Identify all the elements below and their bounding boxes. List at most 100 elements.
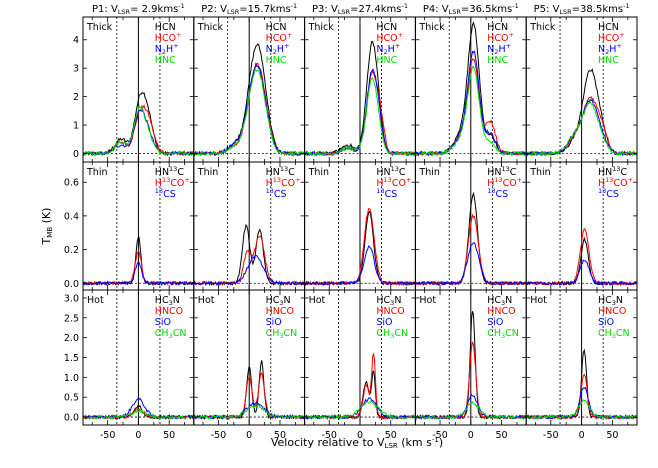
legend-entry-1: HC3N xyxy=(266,295,291,307)
legend-mid: H xyxy=(388,44,395,55)
legend-pre: SiO xyxy=(598,317,614,328)
x-tick-label: 50 xyxy=(163,430,175,441)
legend-mid: N xyxy=(173,295,180,306)
column-title-sub: LSR xyxy=(338,8,351,16)
legend-pre: SiO xyxy=(487,317,503,328)
legend-mid: H xyxy=(166,44,173,55)
legend-entry-2: HCO+ xyxy=(598,31,625,44)
y-tick-label: 4 xyxy=(73,35,79,46)
legend-pre: HNCO xyxy=(598,306,626,317)
y-tick-label: 0.5 xyxy=(64,393,79,404)
legend-sup2: + xyxy=(628,176,633,184)
legend-sup: 13 xyxy=(384,176,392,184)
legend-entry-1: HN13C xyxy=(487,165,517,178)
legend-post: CO xyxy=(281,178,295,189)
y-tick-label: 0.6 xyxy=(64,178,79,189)
legend-entry-3: SiO xyxy=(155,317,171,328)
legend-sub: 3 xyxy=(169,299,173,307)
legend-pre: HC xyxy=(266,295,280,306)
column-title-label: P2: V xyxy=(201,4,227,15)
legend-post: C xyxy=(510,167,517,178)
column-title-label: P5: V xyxy=(534,4,560,15)
legend-sup2: + xyxy=(517,176,522,184)
y-axis-label: TMB (K) xyxy=(40,208,54,246)
legend-mid: CN xyxy=(616,328,630,339)
legend-post: C xyxy=(288,167,295,178)
legend-sup: + xyxy=(508,31,513,39)
column-title-2: P2: VLSR=15.7kms-1 xyxy=(201,2,297,16)
legend-sup: 13 xyxy=(155,187,163,195)
spectrum-line-3 xyxy=(82,261,194,287)
legend-mid: H xyxy=(498,44,505,55)
legend-entry-1: HCN xyxy=(266,22,287,33)
legend-pre: HNCO xyxy=(155,306,183,317)
legend-pre: SiO xyxy=(376,317,392,328)
legend-pre: CH xyxy=(376,328,390,339)
spectrum-line-4 xyxy=(193,68,305,157)
row-label: Thin xyxy=(86,167,107,178)
legend-sup: + xyxy=(398,31,403,39)
column-title-sub: LSR xyxy=(118,8,131,16)
legend-pre: HN xyxy=(266,167,280,178)
x-axis-label-sub: LSR xyxy=(385,442,398,450)
panel-grid: P1: VLSR= 2.9kms-1 P2: VLSR=15.7kms-1 P3: … xyxy=(64,2,638,441)
spectrum-line-4 xyxy=(304,77,416,157)
column-title-value: =15.7kms xyxy=(239,4,290,15)
legend-sup: + xyxy=(506,42,511,50)
legend-entry-2: H13CO+ xyxy=(598,176,633,189)
legend-pre: HNCO xyxy=(376,306,404,317)
row-label: Thin xyxy=(529,167,550,178)
legend-mid: CN xyxy=(505,328,519,339)
legend-post: CO xyxy=(503,178,517,189)
legend-sub: 3 xyxy=(612,299,616,307)
legend-entry-3: N2H+ xyxy=(598,42,622,56)
legend-sup: + xyxy=(173,42,178,50)
legend-entry-2: HNCO xyxy=(376,306,404,317)
legend-pre: HCO xyxy=(155,33,176,44)
legend-sup: 13 xyxy=(162,176,170,184)
y-tick-label: 3 xyxy=(73,64,79,75)
legend-sup: 13 xyxy=(280,165,288,173)
spectrum-line-3 xyxy=(193,254,305,287)
legend-post: C xyxy=(399,167,406,178)
spectrum-line-4 xyxy=(525,399,637,420)
column-title-sup: -1 xyxy=(401,2,407,10)
legend-entry-4: HNC xyxy=(376,55,397,66)
axis-labels: Velocity relative to VLSR (km s-1) TMB (… xyxy=(40,208,443,450)
legend-entry-1: HN13C xyxy=(598,165,628,178)
legend-entry-2: HNCO xyxy=(487,306,515,317)
legend-pre: H xyxy=(266,178,273,189)
legend-entry-3: 13CS xyxy=(266,187,287,200)
legend-entry-2: H13CO+ xyxy=(487,176,522,189)
legend-sup: 13 xyxy=(487,187,495,195)
legend-entry-4: HNC xyxy=(155,55,176,66)
legend-sup: + xyxy=(395,42,400,50)
x-axis-label-unit: (km s xyxy=(398,436,432,449)
spectrum-line-4 xyxy=(526,99,637,157)
legend-sub: 2 xyxy=(605,48,609,56)
legend-entry-4: HNC xyxy=(598,55,619,66)
legend-entry-2: HNCO xyxy=(266,306,294,317)
column-title-sub: LSR xyxy=(449,8,462,16)
legend-sub: 3 xyxy=(612,332,616,340)
legend-post: CO xyxy=(392,178,406,189)
legend-pre: HC xyxy=(376,295,390,306)
legend-pre: HNC xyxy=(376,55,397,66)
legend-entry-3: N2H+ xyxy=(266,42,290,56)
legend-pre: HN xyxy=(376,167,390,178)
column-title-sub: LSR xyxy=(227,8,240,16)
legend-pre: HNC xyxy=(598,55,619,66)
legend-sup: + xyxy=(287,31,292,39)
legend-sup: + xyxy=(284,42,289,50)
legend-entry-2: HNCO xyxy=(155,306,183,317)
y-tick-label: 0.0 xyxy=(64,279,79,290)
legend-sub: 3 xyxy=(279,332,283,340)
